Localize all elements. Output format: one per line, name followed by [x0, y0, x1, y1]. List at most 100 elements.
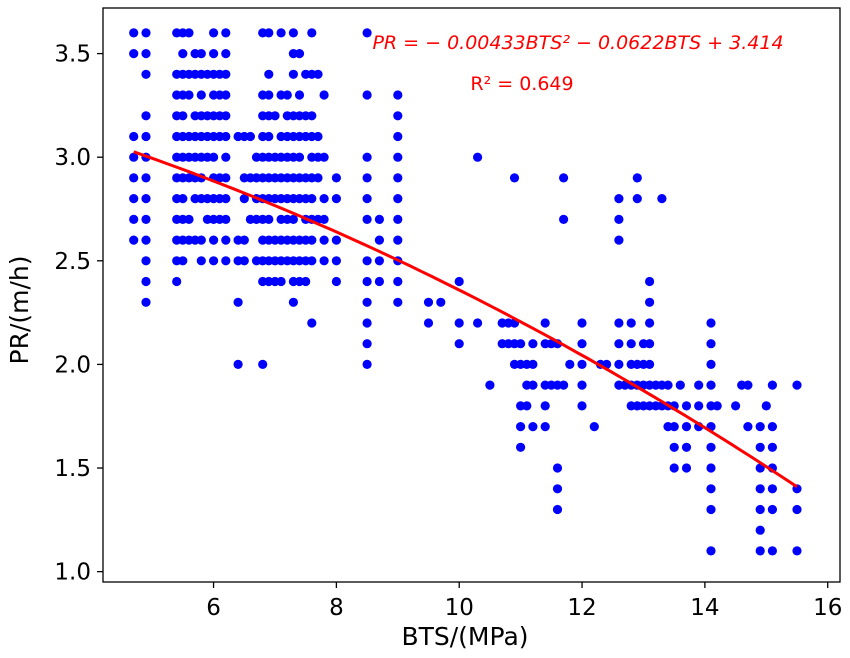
data-point [129, 173, 139, 183]
data-point [626, 339, 636, 349]
data-point [221, 256, 231, 266]
data-point [393, 194, 403, 204]
data-point [221, 173, 231, 183]
y-tick-label: 1.0 [54, 560, 91, 586]
data-point [614, 194, 624, 204]
data-point [540, 422, 550, 432]
data-point [209, 49, 219, 59]
data-point [233, 359, 243, 369]
data-point [663, 380, 673, 390]
data-point [362, 173, 372, 183]
data-point [301, 276, 311, 287]
y-axis-label: PR/(m/h) [5, 256, 34, 365]
data-point [694, 401, 704, 411]
data-point [645, 297, 655, 307]
data-point [221, 49, 231, 59]
data-point [669, 442, 679, 452]
data-point [196, 90, 206, 100]
data-point [393, 111, 403, 121]
data-point [423, 297, 434, 307]
data-point [755, 546, 765, 556]
data-point [454, 276, 464, 287]
data-point [706, 463, 716, 473]
data-point [264, 131, 274, 142]
data-point [669, 422, 679, 432]
data-point [141, 49, 151, 59]
data-point [141, 111, 151, 121]
data-point [516, 442, 526, 452]
data-point [209, 28, 219, 38]
data-point [393, 173, 403, 183]
data-point [319, 152, 329, 162]
data-point [706, 318, 716, 328]
data-point [626, 318, 636, 328]
x-tick-label: 14 [690, 595, 719, 621]
data-point [755, 525, 765, 535]
data-point [178, 111, 188, 121]
data-point [221, 152, 231, 162]
data-point [319, 256, 329, 266]
data-point [331, 173, 341, 183]
data-point [178, 49, 188, 59]
data-point [239, 235, 249, 245]
data-point [694, 380, 704, 390]
data-point [614, 235, 624, 245]
data-point [362, 359, 372, 369]
x-tick-label: 16 [813, 595, 842, 621]
data-point [264, 28, 274, 38]
data-point [362, 194, 372, 204]
data-point [559, 214, 569, 224]
data-point [221, 28, 231, 38]
data-point [485, 380, 495, 390]
data-point [614, 339, 624, 349]
data-point [393, 131, 403, 142]
data-point [141, 194, 151, 204]
data-point [362, 256, 372, 266]
data-point [319, 90, 329, 100]
data-point [141, 276, 151, 287]
data-point [516, 339, 526, 349]
data-point [731, 401, 741, 411]
data-point [743, 380, 753, 390]
data-point [743, 422, 753, 432]
x-tick-label: 8 [329, 595, 344, 621]
data-point [423, 318, 434, 328]
data-point [614, 214, 624, 224]
data-point [288, 69, 298, 79]
data-point [509, 173, 520, 183]
y-tick-label: 3.5 [54, 42, 91, 68]
data-point [178, 256, 188, 266]
data-point [681, 401, 692, 411]
data-point [362, 214, 372, 224]
data-point [454, 339, 464, 349]
data-point [209, 235, 219, 245]
data-point [657, 194, 667, 204]
data-point [209, 256, 219, 266]
data-point [706, 484, 716, 494]
data-point [141, 173, 151, 183]
data-point [294, 90, 305, 100]
data-point [239, 256, 249, 266]
data-point [792, 546, 802, 556]
data-point [307, 318, 317, 328]
data-point [288, 297, 298, 307]
data-point [645, 359, 655, 369]
data-point [767, 504, 778, 515]
data-point [706, 442, 716, 452]
data-point [559, 380, 569, 390]
data-point [362, 276, 372, 287]
data-point [577, 401, 587, 411]
data-point [221, 90, 231, 100]
data-point [141, 256, 151, 266]
data-point [706, 504, 716, 515]
data-point [767, 442, 778, 452]
data-point [792, 504, 802, 515]
data-point [129, 152, 139, 162]
data-point [313, 69, 323, 79]
data-point [331, 256, 341, 266]
data-point [184, 28, 194, 38]
data-point [473, 152, 483, 162]
data-point [393, 90, 403, 100]
data-point [393, 214, 403, 224]
data-point [552, 504, 563, 515]
